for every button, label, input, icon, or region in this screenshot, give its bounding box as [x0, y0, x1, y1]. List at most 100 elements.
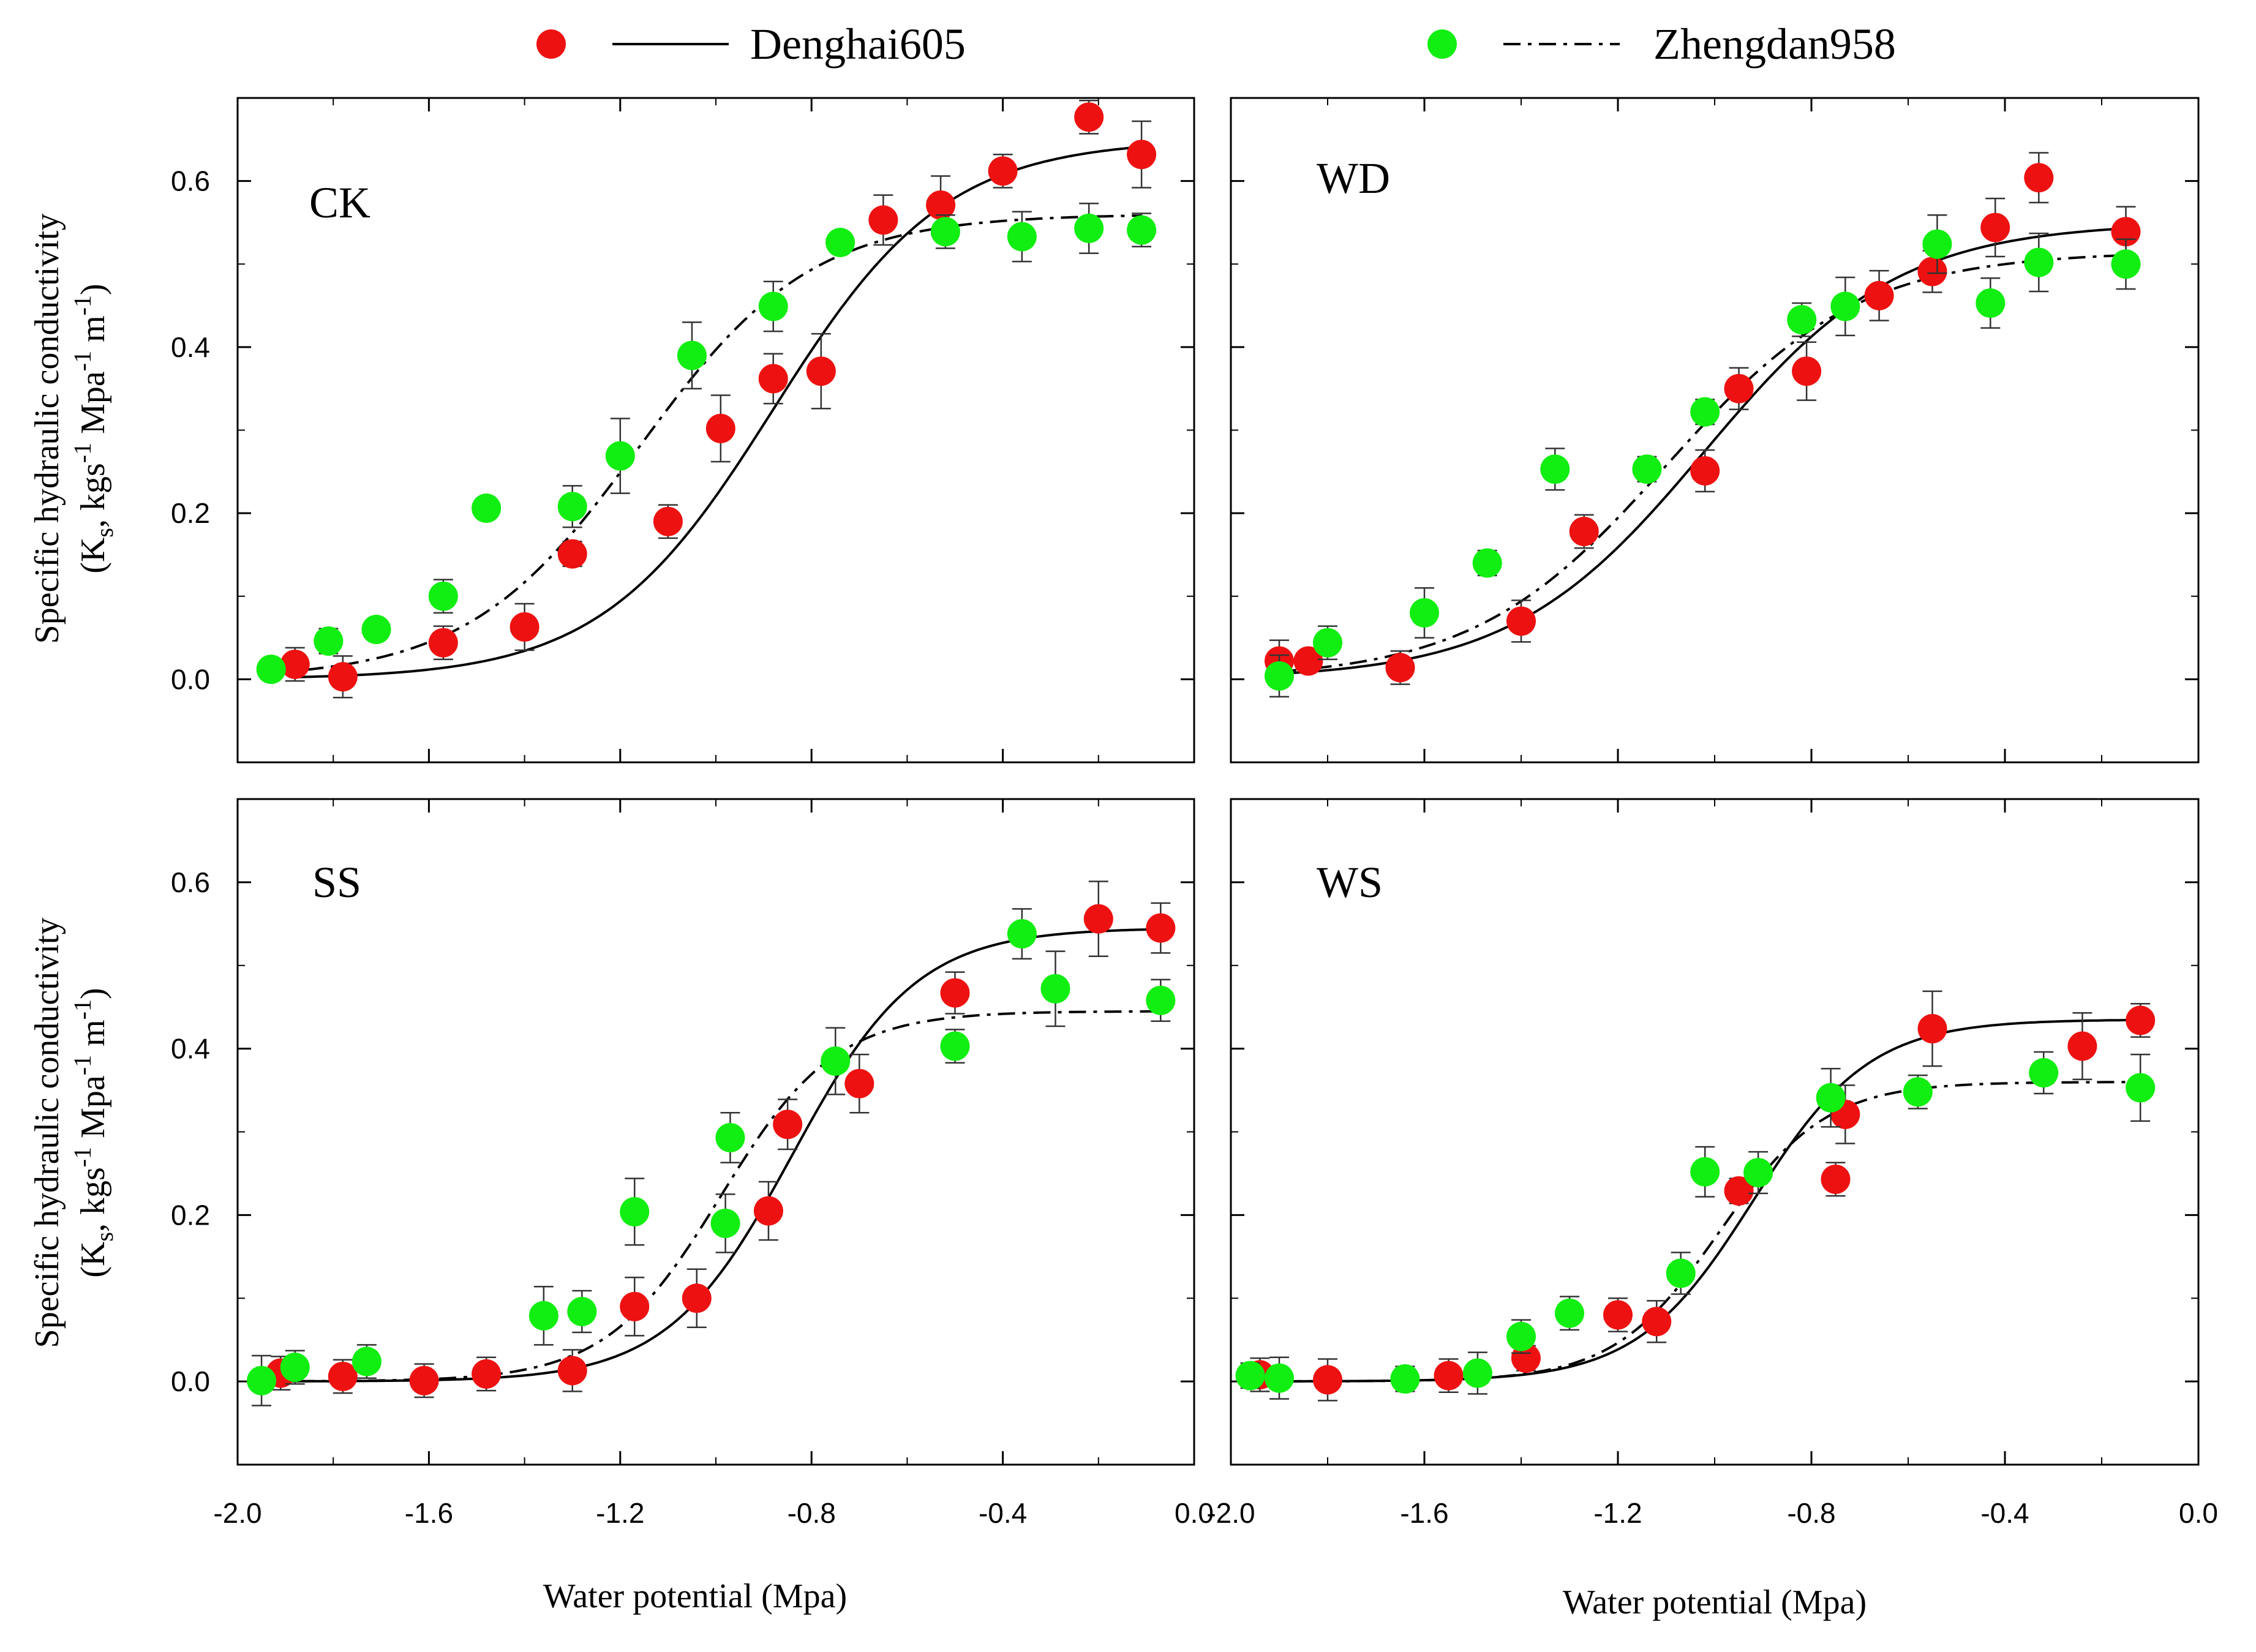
fit-curve-zhengdan958: [1250, 1081, 2141, 1383]
data-point-denghai605: [1293, 646, 1323, 676]
data-point-denghai605: [1569, 516, 1599, 546]
panel-wd: WD: [1230, 97, 2200, 764]
data-point-denghai605: [472, 1359, 502, 1389]
x-tick-label: 0.0: [2179, 1497, 2218, 1529]
data-point-zhengdan958: [256, 655, 286, 685]
data-point-zhengdan958: [472, 493, 502, 523]
x-tick-label: -0.4: [1980, 1497, 2029, 1529]
legend-marker-zhengdan958: [1427, 29, 1457, 59]
data-point-denghai605: [868, 205, 898, 235]
data-point-zhengdan958: [1816, 1083, 1846, 1113]
data-point-zhengdan958: [1666, 1258, 1696, 1288]
y-tick-label: 0.2: [171, 497, 210, 529]
x-tick-label: -1.6: [405, 1497, 453, 1529]
legend: Denghai605 Zhengdan958: [536, 20, 1896, 69]
y-tick-label: 0.6: [171, 165, 210, 197]
data-point-denghai605: [1313, 1365, 1342, 1395]
data-point-zhengdan958: [1007, 222, 1037, 252]
data-point-zhengdan958: [428, 581, 458, 611]
panel-label: WD: [1317, 154, 1390, 203]
data-point-zhengdan958: [361, 615, 391, 644]
data-point-zhengdan958: [314, 626, 344, 656]
data-point-zhengdan958: [1555, 1298, 1584, 1328]
data-point-denghai605: [806, 356, 836, 386]
data-point-denghai605: [1074, 102, 1104, 132]
x-tick-label: -2.0: [1206, 1497, 1255, 1529]
data-point-zhengdan958: [1903, 1077, 1933, 1107]
data-point-zhengdan958: [247, 1365, 277, 1395]
data-point-denghai605: [280, 649, 310, 679]
data-point-zhengdan958: [1506, 1321, 1536, 1351]
data-point-denghai605: [1506, 606, 1536, 636]
data-point-denghai605: [1724, 374, 1754, 404]
data-point-zhengdan958: [1074, 213, 1104, 243]
data-point-zhengdan958: [1830, 291, 1860, 321]
data-point-denghai605: [428, 628, 458, 658]
data-point-zhengdan958: [1127, 215, 1157, 245]
panel-label: WS: [1317, 858, 1383, 907]
data-point-zhengdan958: [1743, 1158, 1773, 1188]
data-point-denghai605: [1792, 356, 1822, 386]
x-axis-label: Water potential (Mpa): [543, 1577, 847, 1615]
legend-label-zhengdan958: Zhengdan958: [1653, 20, 1896, 69]
data-point-denghai605: [1724, 1176, 1754, 1206]
data-point-zhengdan958: [1690, 1157, 1720, 1187]
data-point-denghai605: [1642, 1307, 1672, 1337]
data-point-zhengdan958: [1146, 985, 1176, 1015]
panel-label: CK: [309, 178, 370, 227]
x-tick-label: -1.6: [1400, 1497, 1448, 1529]
data-point-zhengdan958: [1265, 1363, 1294, 1393]
legend-marker-denghai605: [536, 29, 566, 59]
y-tick-label: 0.6: [171, 866, 210, 898]
plot-frame: [236, 798, 1195, 1466]
x-axis-label: Water potential (Mpa): [1563, 1583, 1867, 1621]
data-point-zhengdan958: [1690, 397, 1720, 427]
data-point-zhengdan958: [821, 1046, 851, 1076]
data-point-zhengdan958: [1922, 229, 1952, 259]
data-point-zhengdan958: [1040, 974, 1070, 1004]
panel-label: SS: [312, 858, 361, 907]
data-point-denghai605: [620, 1291, 650, 1321]
data-point-denghai605: [2067, 1031, 2097, 1061]
data-point-zhengdan958: [940, 1031, 970, 1061]
data-point-zhengdan958: [1390, 1364, 1420, 1394]
data-point-denghai605: [1917, 257, 1947, 287]
data-point-zhengdan958: [528, 1301, 558, 1331]
data-point-zhengdan958: [605, 441, 635, 471]
data-point-zhengdan958: [1235, 1361, 1265, 1391]
data-point-denghai605: [328, 662, 358, 692]
y-axis-label: Specific hydraulic conductivity: [28, 918, 66, 1348]
fit-curve-zhengdan958: [271, 214, 1142, 674]
x-tick-label: -1.2: [1593, 1497, 1642, 1529]
data-point-denghai605: [758, 364, 788, 394]
data-point-zhengdan958: [2111, 249, 2141, 279]
x-tick-label: -1.2: [596, 1497, 644, 1529]
fit-curve-denghai605: [1260, 1018, 2141, 1383]
data-point-denghai605: [1690, 456, 1720, 486]
data-point-zhengdan958: [2024, 247, 2054, 277]
data-point-denghai605: [682, 1283, 712, 1313]
data-point-zhengdan958: [1265, 661, 1294, 691]
data-point-denghai605: [557, 1356, 587, 1386]
data-point-denghai605: [940, 978, 970, 1008]
y-tick-label: 0.4: [171, 331, 210, 363]
data-point-zhengdan958: [1007, 919, 1037, 949]
panels: 0.00.20.40.6 CK WD-2.0 -1.6 -1.2 -0.8 -0.4 0.00…: [171, 97, 2218, 1529]
data-point-zhengdan958: [1410, 598, 1439, 628]
data-point-denghai605: [1127, 140, 1157, 170]
data-point-denghai605: [988, 156, 1018, 186]
data-point-denghai605: [2024, 163, 2054, 193]
data-point-denghai605: [1864, 280, 1894, 310]
data-point-zhengdan958: [1976, 288, 2006, 318]
x-tick-label: -2.0: [213, 1497, 261, 1529]
data-point-denghai605: [509, 612, 540, 642]
data-point-zhengdan958: [1472, 548, 1502, 578]
data-point-denghai605: [1146, 913, 1176, 943]
data-point-zhengdan958: [620, 1196, 650, 1226]
data-point-denghai605: [1980, 212, 2010, 242]
fit-curve-zhengdan958: [261, 1010, 1161, 1383]
x-tick-label: -0.4: [979, 1497, 1027, 1529]
data-point-denghai605: [1821, 1164, 1851, 1194]
axis-labels: Water potential (Mpa) Water potential (Mp…: [28, 214, 1867, 1621]
data-point-zhengdan958: [567, 1296, 597, 1326]
